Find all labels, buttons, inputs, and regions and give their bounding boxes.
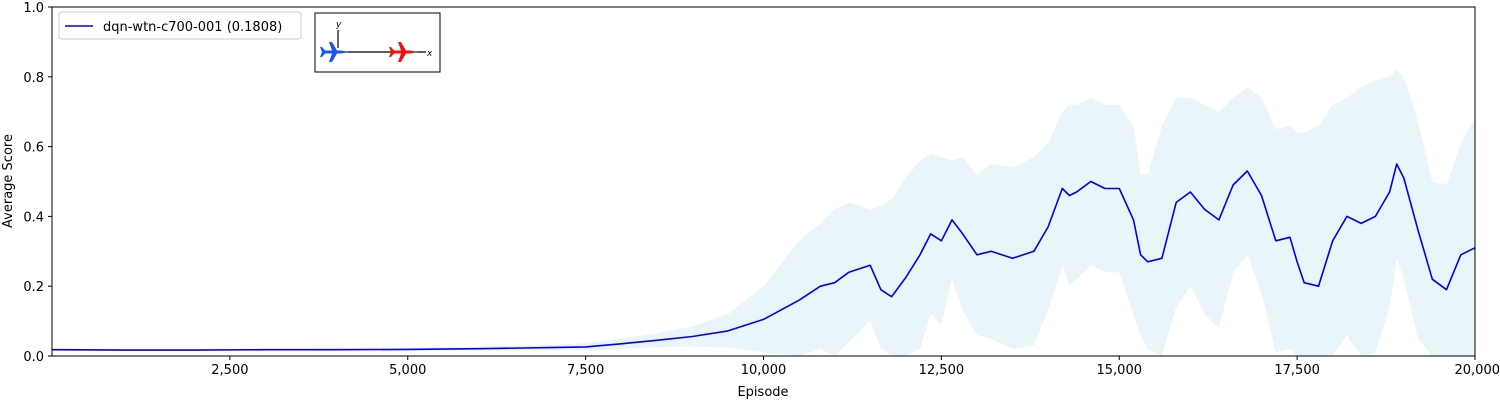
y-tick-label: 0.0 (23, 350, 44, 365)
x-tick-label: 15,000 (1097, 363, 1143, 378)
y-axis: 0.0 0.2 0.4 0.6 0.8 1.0 (23, 1, 52, 365)
x-tick-label: 10,000 (741, 363, 787, 378)
x-tick-label: 7,500 (567, 363, 604, 378)
std-band (52, 69, 1475, 357)
legend: dqn-wtn-c700-001 (0.1808) (58, 11, 302, 40)
y-tick-label: 0.4 (23, 210, 44, 225)
x-tick-label: 17,500 (1274, 363, 1320, 378)
x-axis-label: Episode (737, 385, 788, 400)
x-axis: 2,500 5,000 7,500 10,000 12,500 15,000 17,500 2… (211, 356, 1500, 378)
x-tick-label: 12,500 (919, 363, 965, 378)
y-tick-label: 1.0 (23, 1, 44, 16)
legend-box (58, 11, 302, 40)
y-tick-label: 0.8 (23, 71, 44, 86)
x-tick-label: 5,000 (389, 363, 426, 378)
x-tick-label: 20,000 (1455, 363, 1500, 378)
legend-entry-label: dqn-wtn-c700-001 (0.1808) (103, 20, 282, 35)
inset-x-label: x (426, 49, 433, 59)
two-aircraft-xy-diagram-icon: y x (314, 12, 441, 73)
blue-aircraft-icon (320, 42, 349, 62)
inset-y-label: y (335, 20, 342, 30)
std-band-layer (52, 69, 1475, 357)
red-aircraft-icon (389, 42, 418, 62)
inset-box (314, 12, 441, 73)
y-tick-label: 0.6 (23, 141, 44, 156)
mean-line-layer (51, 163, 1476, 351)
series-line (51, 163, 1476, 351)
y-axis-label: Average Score (1, 134, 16, 228)
x-tick-label: 2,500 (211, 363, 248, 378)
y-tick-label: 0.2 (23, 280, 44, 295)
